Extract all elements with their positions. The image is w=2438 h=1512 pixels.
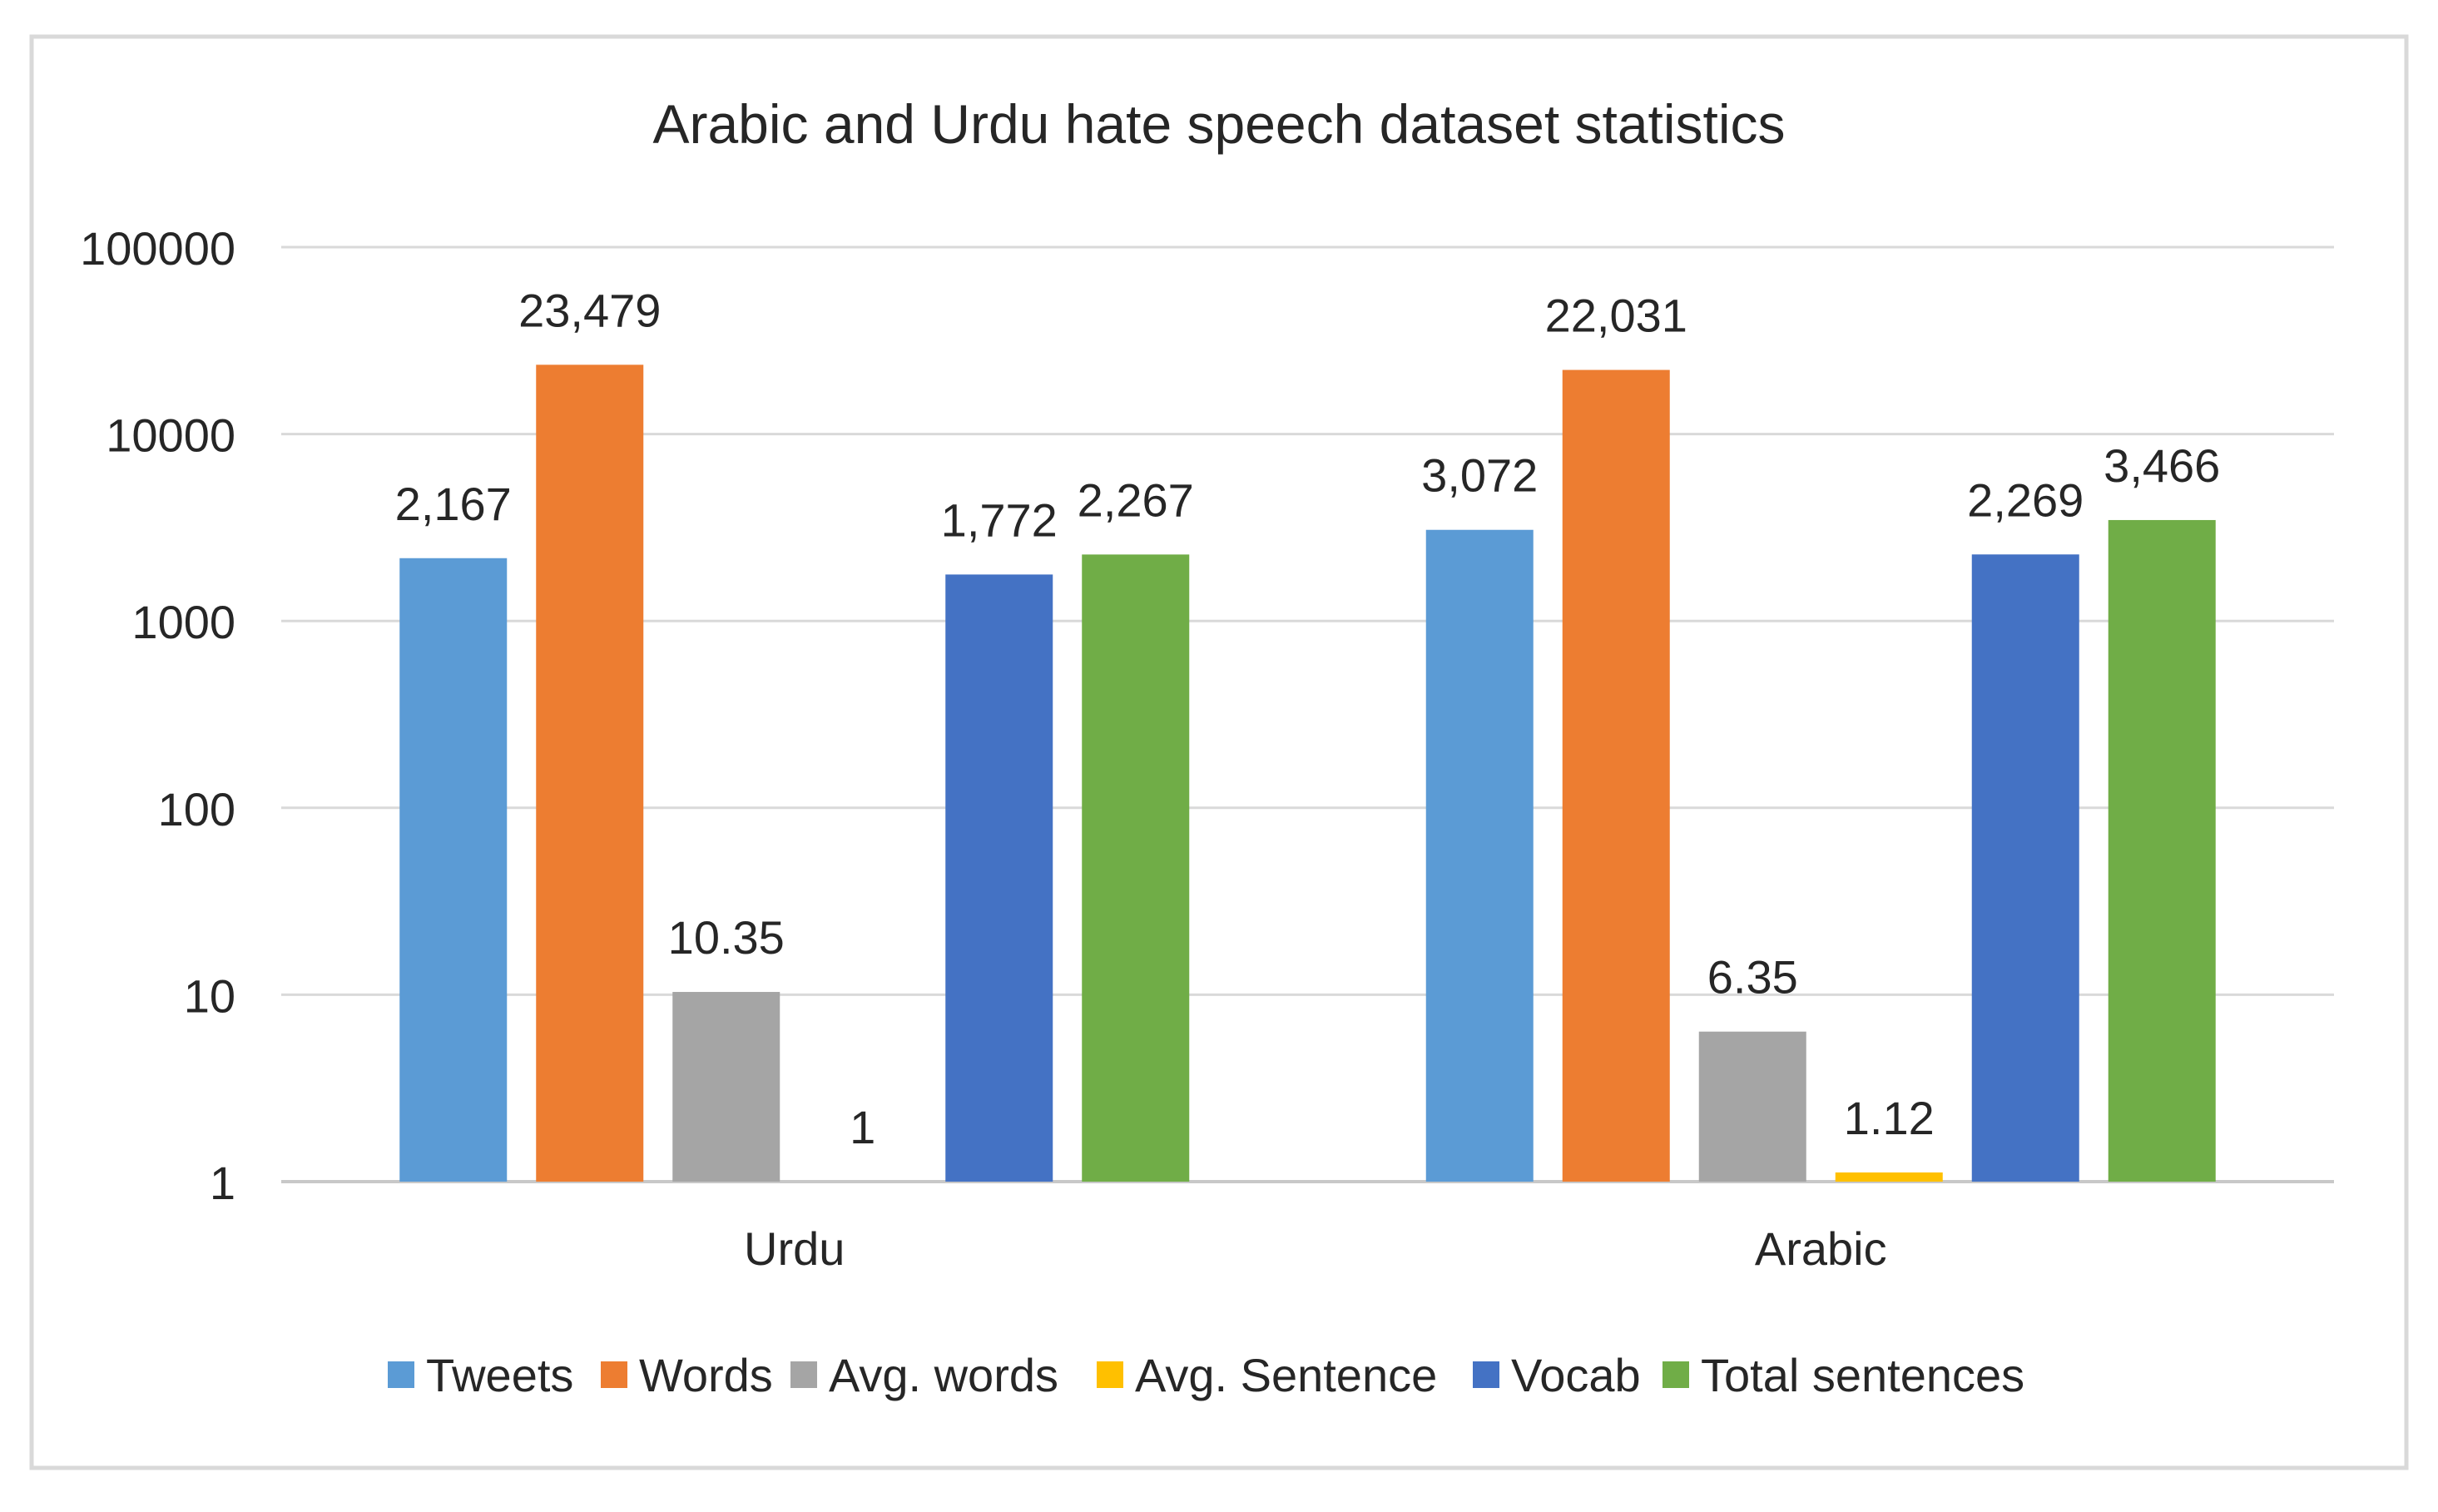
y-tick-label: 10 <box>184 969 235 1022</box>
legend-label: Total sentences <box>1701 1349 2024 1401</box>
bar-urdu-4 <box>945 574 1053 1182</box>
y-tick-label: 10000 <box>106 409 235 462</box>
legend: Tweets Words Avg. words Avg. Sentence Vocab T… <box>388 1349 2024 1401</box>
bar-arabic-4 <box>1971 554 2079 1182</box>
data-label: 22,031 <box>1545 290 1687 342</box>
x-category-label: Arabic <box>1755 1222 1887 1275</box>
legend-label: Words <box>639 1349 773 1401</box>
bar-arabic-2 <box>1698 1031 1806 1182</box>
x-axis-categories: Urdu Arabic <box>744 1222 1887 1275</box>
legend-label: Tweets <box>426 1349 573 1401</box>
y-tick-label: 100 <box>158 783 235 835</box>
legend-label: Vocab <box>1511 1349 1641 1401</box>
legend-label: Avg. Sentence <box>1135 1349 1437 1401</box>
bar-arabic-3 <box>1835 1172 1943 1182</box>
legend-swatch <box>1473 1361 1499 1388</box>
bar-urdu-1 <box>536 364 644 1182</box>
bar-arabic-1 <box>1562 369 1670 1182</box>
legend-swatch <box>790 1361 817 1388</box>
y-tick-label: 1 <box>210 1157 235 1209</box>
data-label: 1,772 <box>941 493 1058 546</box>
data-label: 2,267 <box>1078 473 1194 526</box>
bar-urdu-2 <box>672 992 780 1182</box>
bars <box>399 364 2216 1182</box>
bar-arabic-0 <box>1425 529 1534 1182</box>
chart-title: Arabic and Urdu hate speech dataset stat… <box>652 93 1785 155</box>
x-category-label: Urdu <box>744 1222 845 1275</box>
data-label: 23,479 <box>518 284 661 336</box>
y-axis-ticks: 1 10 100 1000 10000 100000 <box>80 222 235 1209</box>
data-labels: 2,167 23,479 10.35 1 1,772 2,267 3,072 22,031 6.… <box>395 284 2221 1153</box>
data-label: 3,466 <box>2104 439 2220 492</box>
legend-swatch <box>601 1361 627 1388</box>
y-tick-label: 1000 <box>131 596 235 648</box>
y-tick-label: 100000 <box>80 222 235 275</box>
data-label: 1 <box>850 1101 875 1153</box>
bar-urdu-5 <box>1082 554 1190 1182</box>
data-label: 2,167 <box>395 478 512 530</box>
data-label: 6.35 <box>1707 951 1798 1004</box>
legend-swatch <box>1662 1361 1689 1388</box>
data-label: 3,072 <box>1421 449 1538 502</box>
data-label: 2,269 <box>1967 473 2084 526</box>
legend-label: Avg. words <box>829 1349 1058 1401</box>
data-label: 1.12 <box>1844 1092 1935 1144</box>
legend-swatch <box>1097 1361 1123 1388</box>
bar-arabic-5 <box>2108 519 2216 1182</box>
legend-swatch <box>388 1361 414 1388</box>
data-label: 10.35 <box>668 911 785 964</box>
bar-urdu-0 <box>399 558 508 1182</box>
